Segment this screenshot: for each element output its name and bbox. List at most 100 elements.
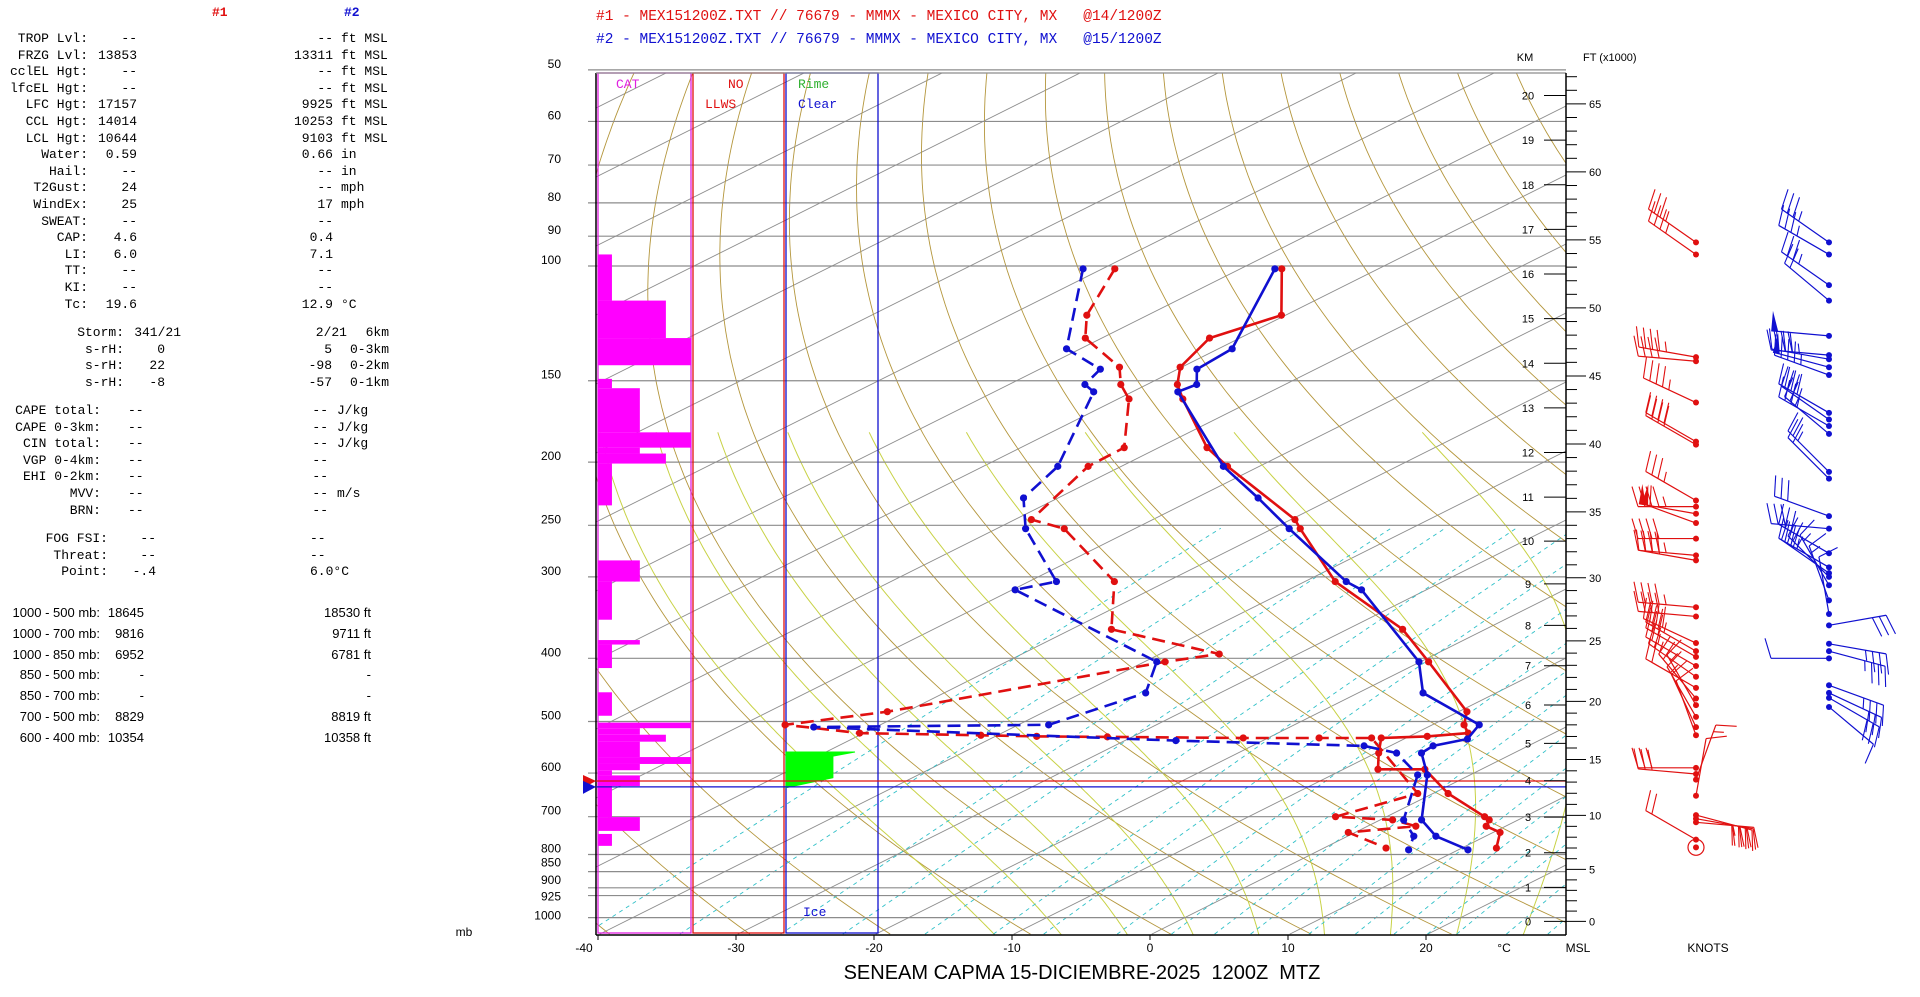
data-point [1045,721,1053,729]
wind-barb [1675,667,1694,682]
data-point [1463,735,1472,743]
fog-label: FOG FSI: [45,531,108,546]
wind-barb [1784,243,1794,264]
layers-value-2: 10358 ft [324,729,371,745]
wind-barb-staff [1774,495,1830,517]
dry-adiabat [1457,73,1566,254]
wind-barb [1784,507,1791,528]
temp-tick-label: -20 [865,941,883,955]
wind-barb [1663,402,1670,424]
mixing-ratio-line [1355,767,1566,935]
wind-barb [1773,475,1777,497]
wind-barb [1653,205,1662,226]
wind-half-barb [1811,545,1821,553]
wind-dot [1693,640,1699,647]
wind-barb [1875,702,1878,724]
wind-dot [1826,297,1832,304]
cat-turbulence-bar [598,432,691,448]
data-point [810,723,818,731]
wind-half-barb [1862,697,1865,709]
data-point [1285,525,1293,533]
dry-adiabat [1620,46,1920,934]
wind-barb [1661,366,1667,387]
data-point [1081,334,1089,342]
layers-value-1: 10354 [107,729,144,745]
wind-barb [1792,423,1804,443]
wind-dot [1693,684,1699,691]
pressure-tick-label: 200 [541,449,561,463]
cat-turbulence-bar [598,463,612,506]
freezing-level-marker-icon [583,780,596,794]
pressure-tick-label: 700 [541,804,561,818]
wind-dot [1826,422,1832,429]
mixing-ratio-line [842,527,1446,935]
indices-unit: in [341,147,357,163]
wind-barb [1773,334,1777,356]
ft-tick-label: 20 [1589,696,1601,708]
wind-barb [1792,239,1801,261]
mixing-ratio-line [1043,563,1566,935]
fog-value-1: -- [140,531,156,546]
indices-label: SWEAT: [41,213,88,229]
cat-turbulence-bar [598,581,612,620]
moist-adiabat [1084,432,1394,935]
indices-value-1: 25 [121,197,137,212]
wind-barb-staff [1781,385,1830,420]
wind-barb [1786,235,1795,257]
cape-value-1: -- [128,452,144,468]
cape-label: CAPE 0-3km: [15,419,101,435]
data-point [1419,689,1427,697]
wind-barb [1784,521,1791,542]
wind-half-barb [1670,664,1679,674]
wind-dot [1693,662,1699,669]
wind-barb-staff [1638,346,1697,358]
wind-barb [1652,486,1660,507]
wind-barb [1666,651,1682,668]
km-label: KM [1517,52,1534,64]
cat-turbulence-bar [598,254,612,301]
wind-barb [1731,825,1736,846]
data-point [1399,625,1407,633]
wind-barb [1878,652,1883,674]
data-point [1060,525,1068,533]
wind-barb [1792,522,1804,542]
wind-barb [1737,826,1740,848]
layers-value-1: - [139,667,144,683]
data-point [1463,708,1471,716]
dry-adiabat [1104,73,1566,672]
km-tick-label: 1 [1525,882,1531,894]
wind-barb [1778,517,1785,539]
wind-dot [1693,358,1699,365]
wind-barb [1633,581,1639,603]
cape-label: VGP 0-4km: [22,452,101,468]
wind-barb [1653,193,1662,214]
ft-tick-label: 15 [1589,754,1601,766]
data-point [856,729,864,737]
data-point [1062,345,1071,353]
wind-barb [1780,189,1789,210]
indices-value-2: 0.66 [301,147,333,163]
wind-dot [1693,251,1699,258]
wind-dot [1693,724,1699,731]
wind-barb [1789,381,1799,402]
wind-barb [1768,328,1773,350]
wind-dot [1826,655,1832,662]
cat-turbulence-bar [598,722,691,729]
ft-tick-label: 25 [1589,636,1601,648]
storm-unit: 0-2km [349,358,389,374]
indices-unit: °C [341,296,357,312]
data-point [1414,771,1422,779]
data-point [1271,265,1279,273]
wind-barb-staff [1778,396,1830,427]
data-point [1203,444,1211,452]
layers-value-2: - [366,667,371,683]
wind-barb [1868,700,1871,722]
wind-dot [1826,525,1832,532]
wind-barb [1787,339,1790,361]
indices-label: LI: [64,246,88,262]
wind-half-barb [1663,594,1667,605]
cat-turbulence-bar [598,388,640,433]
km-tick-label: 20 [1522,91,1534,103]
cat-turbulence-bar [598,447,640,454]
wind-barb [1640,336,1646,357]
